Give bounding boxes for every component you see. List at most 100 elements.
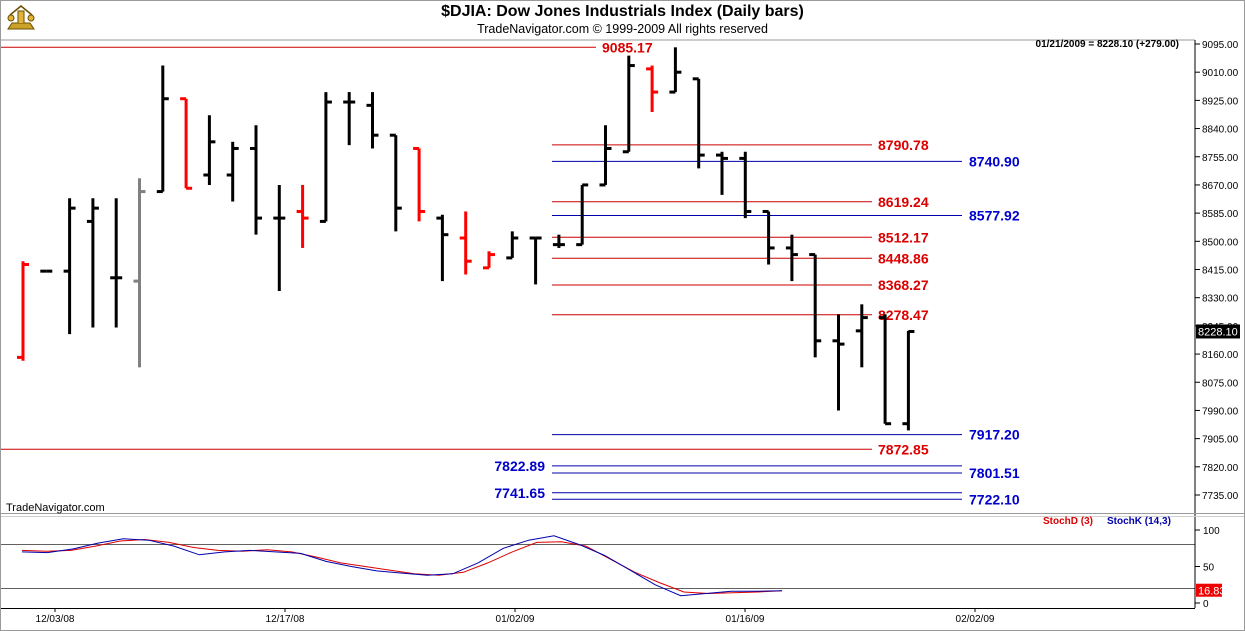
ohlc-bar xyxy=(110,198,123,328)
ohlc-bar xyxy=(785,234,798,282)
price-level: 8577.92 xyxy=(552,207,1020,223)
level-label: 8512.17 xyxy=(878,229,929,245)
ohlc-bar xyxy=(343,92,356,146)
price-level: 8619.24 xyxy=(552,194,929,210)
last-price-label: 8228.10 xyxy=(1198,326,1238,338)
x-tick-label: 01/16/09 xyxy=(726,614,765,625)
price-level: 7822.89 xyxy=(494,458,962,474)
copyright-line: TradeNavigator.com © 1999-2009 All right… xyxy=(477,22,768,36)
support-resistance-levels: 9085.17 8790.78 8740.90 8619.24 8577.92 8512.… xyxy=(1,39,1020,507)
price-level: 9085.17 xyxy=(1,39,653,55)
x-tick-label: 12/03/08 xyxy=(36,614,75,625)
ohlc-bar xyxy=(529,236,542,285)
ohlc-bar xyxy=(809,253,822,358)
ohlc-bar xyxy=(366,92,379,149)
ohlc-bar xyxy=(716,151,728,195)
level-label: 8278.47 xyxy=(878,307,929,323)
price-level: 8448.86 xyxy=(552,250,929,266)
y-tick-label: 7735.00 xyxy=(1202,491,1239,502)
level-label: 7917.20 xyxy=(969,427,1020,443)
price-level: 7741.65 xyxy=(494,485,962,501)
chart-title: $DJIA: Dow Jones Industrials Index (Dail… xyxy=(441,3,804,20)
watermark-label: TradeNavigator.com xyxy=(6,502,105,514)
ohlc-bar xyxy=(622,55,635,154)
ohlc-bar xyxy=(133,178,146,368)
level-label: 8619.24 xyxy=(878,194,929,210)
ohlc-bar xyxy=(436,214,449,282)
y-tick-label: 8330.00 xyxy=(1202,294,1239,305)
stoch-last-badge xyxy=(1196,583,1222,597)
level-label: 8368.27 xyxy=(878,277,929,293)
ohlc-bar xyxy=(762,209,775,265)
level-label: 8790.78 xyxy=(878,137,929,153)
ohlc-bar xyxy=(646,65,659,112)
ohlc-bar xyxy=(692,77,705,169)
ohlc-bar xyxy=(902,329,915,431)
y-tick-label: 8670.00 xyxy=(1202,181,1239,192)
price-level: 7722.10 xyxy=(552,491,1020,507)
ohlc-bar xyxy=(879,314,892,426)
ohlc-bar xyxy=(669,47,682,94)
stoch-tick-label: 0 xyxy=(1203,599,1209,610)
y-tick-label: 8075.00 xyxy=(1202,378,1239,389)
stoch-k-legend: StochK (14,3) xyxy=(1107,516,1171,527)
y-tick-label: 9010.00 xyxy=(1202,68,1239,79)
date-x-axis: 12/03/08 12/17/08 01/02/09 01/16/09 02/02/09 xyxy=(36,608,995,625)
price-panel xyxy=(1,39,1244,609)
x-tick-label: 01/02/09 xyxy=(496,614,535,625)
y-tick-label: 8585.00 xyxy=(1202,209,1239,220)
stoch-last-label: 16.83 xyxy=(1198,586,1226,598)
ohlc-bar xyxy=(226,141,239,202)
ohlc-bar xyxy=(506,231,519,260)
ohlc-bar xyxy=(599,125,612,187)
ohlc-bars xyxy=(17,47,915,431)
ohlc-bar xyxy=(86,198,99,328)
level-label: 8577.92 xyxy=(969,207,1020,223)
y-tick-label: 7820.00 xyxy=(1202,463,1239,474)
level-label: 7801.51 xyxy=(969,465,1020,481)
y-tick-label: 7905.00 xyxy=(1202,435,1239,446)
y-tick-label: 7990.00 xyxy=(1202,406,1239,417)
chart-header: $DJIA: Dow Jones Industrials Index (Dail… xyxy=(0,0,1245,40)
price-level: 7801.51 xyxy=(552,465,1020,481)
stoch-tick-label: 100 xyxy=(1203,526,1220,537)
y-tick-label: 8500.00 xyxy=(1202,237,1239,248)
trade-navigator-logo-icon xyxy=(7,5,35,30)
ohlc-bar xyxy=(832,314,845,411)
ohlc-bar xyxy=(459,211,472,275)
y-tick-label: 8840.00 xyxy=(1202,125,1239,136)
y-tick-label: 8160.00 xyxy=(1202,350,1239,361)
price-level: 8512.17 xyxy=(552,229,929,245)
price-level: 8740.90 xyxy=(552,153,1020,169)
ohlc-bar xyxy=(273,184,286,292)
price-y-axis: 9095.00 9010.00 8925.00 8840.00 8755.00 8670.… xyxy=(1195,40,1240,502)
ohlc-bar xyxy=(203,115,216,185)
stoch-k-line xyxy=(21,535,783,597)
y-tick-label: 8415.00 xyxy=(1202,266,1239,277)
ohlc-bar xyxy=(576,183,589,247)
level-label: 8448.86 xyxy=(878,250,929,266)
price-level: 7917.20 xyxy=(552,427,1020,443)
ohlc-bar xyxy=(389,133,402,232)
ohlc-bar xyxy=(552,234,565,248)
price-level: 8278.47 xyxy=(552,307,929,323)
ohlc-bar xyxy=(17,261,29,361)
ohlc-bar xyxy=(156,65,169,194)
level-label: 7872.85 xyxy=(878,441,929,457)
ohlc-bar xyxy=(413,146,426,222)
last-quote-info: 01/21/2009 = 8228.10 (+279.00) xyxy=(1036,39,1179,50)
ohlc-bar xyxy=(319,92,332,223)
x-tick-label: 12/17/08 xyxy=(266,614,305,625)
level-label: 7722.10 xyxy=(969,491,1020,507)
ohlc-bar xyxy=(63,198,76,335)
ohlc-bar xyxy=(739,151,752,219)
stoch-d-legend: StochD (3) xyxy=(1043,516,1093,527)
level-label: 7741.65 xyxy=(494,485,545,501)
price-level: 8368.27 xyxy=(552,277,929,293)
y-tick-label: 8925.00 xyxy=(1202,96,1239,107)
ohlc-bar xyxy=(250,125,262,235)
last-price-badge xyxy=(1196,324,1240,339)
ohlc-bar xyxy=(855,304,868,368)
level-label: 9085.17 xyxy=(602,39,653,55)
